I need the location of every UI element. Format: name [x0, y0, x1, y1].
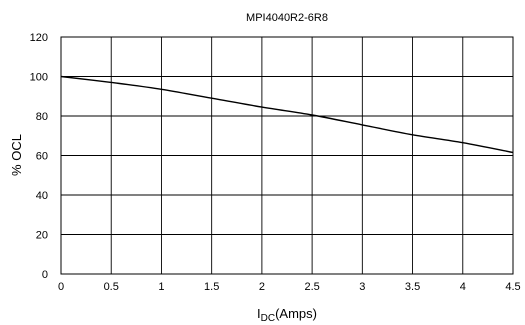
x-axis-label: IDC(Amps): [257, 306, 317, 324]
x-tick-label: 0.5: [104, 281, 119, 293]
y-tick-label: 100: [30, 72, 48, 84]
y-tick-label: 0: [42, 269, 48, 281]
y-tick-label: 60: [36, 151, 48, 163]
y-tick-label: 120: [30, 32, 48, 44]
y-tick-labels: 0 20 40 60 80 100 120: [30, 32, 48, 281]
x-tick-labels: 0 0.5 1 1.5 2 2.5 3 3.5 4 4.5: [58, 281, 521, 293]
x-tick-label: 3: [359, 281, 365, 293]
x-tick-label: 4: [460, 281, 466, 293]
x-axis-label-unit: (Amps): [275, 306, 317, 321]
x-tick-label: 2.5: [304, 281, 319, 293]
ocl-curve: [60, 75, 514, 154]
x-tick-label: 2: [259, 281, 265, 293]
y-tick-label: 20: [36, 230, 48, 242]
y-tick-label: 40: [36, 190, 48, 202]
x-tick-label: 4.5: [505, 281, 520, 293]
y-axis-label: % OCL: [9, 134, 24, 176]
x-tick-label: 3.5: [405, 281, 420, 293]
grid-horizontal: [61, 36, 513, 275]
y-tick-label: 80: [36, 111, 48, 123]
x-tick-label: 0: [58, 281, 64, 293]
x-axis-label-subscript: DC: [261, 313, 275, 324]
x-tick-label: 1.5: [204, 281, 219, 293]
chart-title: MPI4040R2-6R8: [246, 12, 328, 24]
plot-frame: [60, 36, 514, 275]
x-axis-label-main: I: [257, 306, 261, 321]
x-tick-label: 1: [158, 281, 164, 293]
